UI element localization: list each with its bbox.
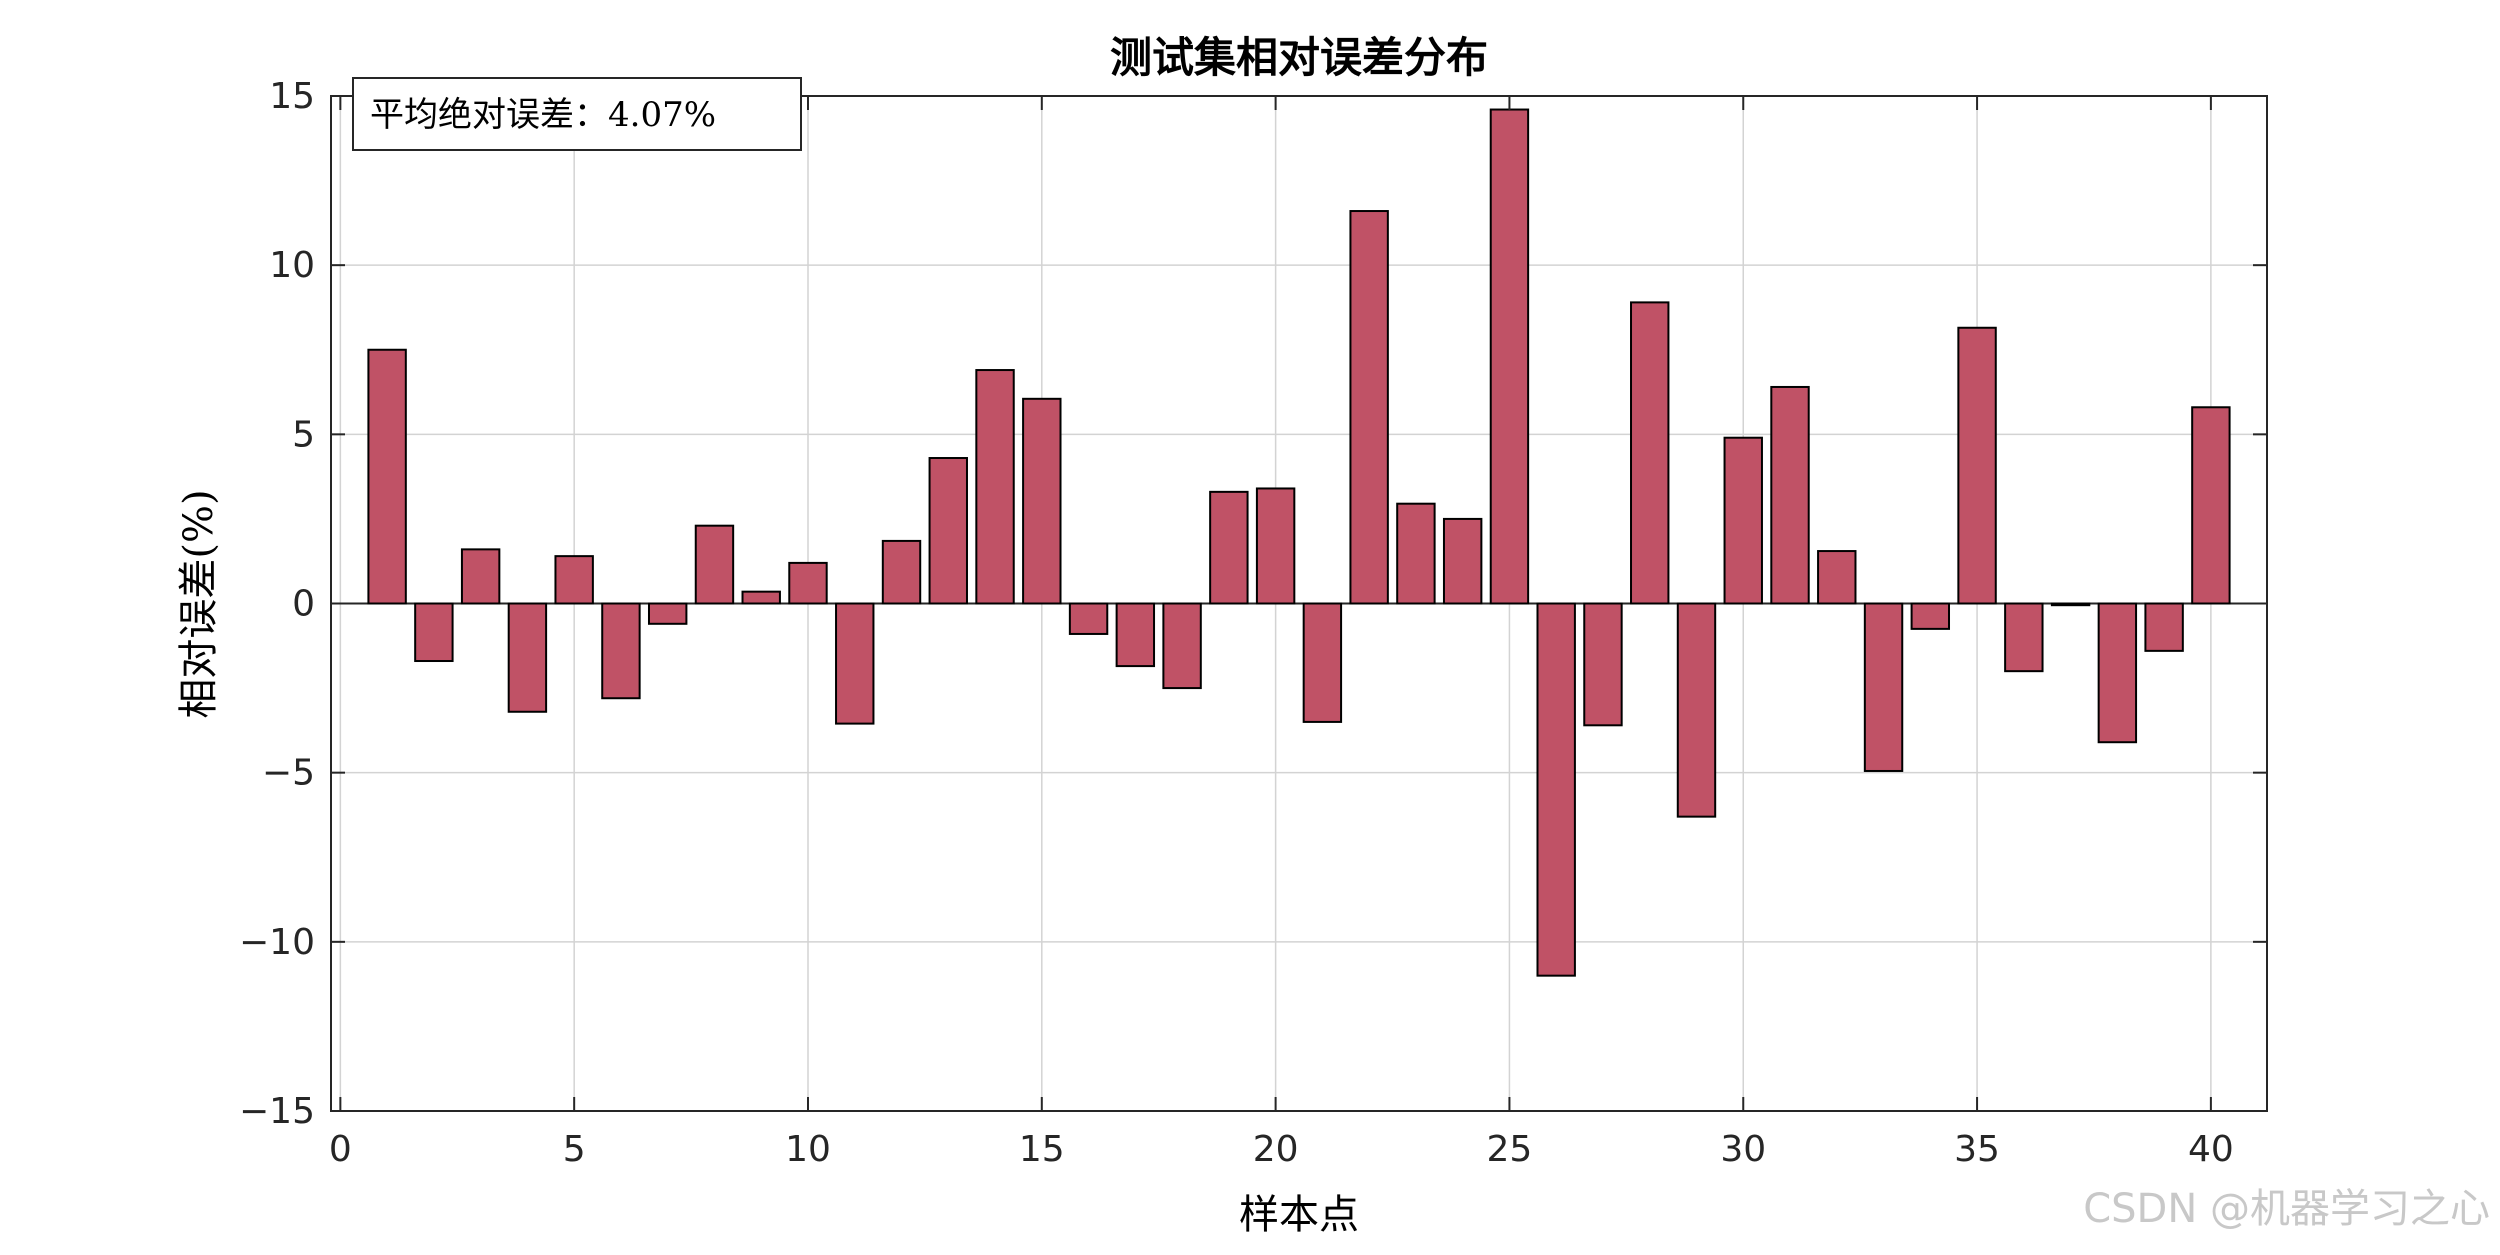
bar-sample-13 bbox=[928, 457, 968, 605]
y-tick-label: 10 bbox=[269, 245, 315, 286]
y-tick-label: 0 bbox=[292, 584, 315, 625]
bar-sample-6 bbox=[601, 602, 641, 700]
bar-sample-1 bbox=[367, 348, 407, 605]
x-tick-label: 20 bbox=[1253, 1129, 1299, 1170]
bar-sample-23 bbox=[1396, 502, 1436, 605]
bars bbox=[367, 108, 2231, 977]
bar-sample-5 bbox=[554, 555, 594, 605]
bar-sample-31 bbox=[1770, 385, 1810, 605]
x-tick-label: 40 bbox=[2188, 1129, 2234, 1170]
x-tick-label: 15 bbox=[1019, 1129, 1065, 1170]
bar-sample-8 bbox=[694, 524, 735, 605]
bar-sample-38 bbox=[2097, 602, 2138, 744]
bar-sample-37 bbox=[2050, 602, 2091, 607]
bar-sample-7 bbox=[647, 602, 688, 625]
x-axis-label: 样本点 bbox=[1239, 1192, 1359, 1238]
y-tick-label: −10 bbox=[239, 922, 315, 963]
bar-sample-39 bbox=[2144, 602, 2184, 652]
x-tick-label: 0 bbox=[329, 1129, 352, 1170]
y-tick-label: −5 bbox=[262, 753, 315, 794]
bar-sample-27 bbox=[1583, 602, 1623, 727]
chart-title: 测试集相对误差分布 bbox=[1110, 33, 1488, 82]
bar-sample-11 bbox=[835, 602, 875, 725]
bar-sample-35 bbox=[1957, 326, 1997, 605]
watermark: CSDN @机器学习之心 bbox=[2083, 1186, 2490, 1232]
bar-sample-4 bbox=[507, 602, 548, 713]
bar-sample-3 bbox=[460, 548, 501, 605]
bar-sample-40 bbox=[2191, 406, 2231, 605]
bar-sample-29 bbox=[1676, 602, 1717, 818]
annotation-box: 平均绝对误差：4.07% bbox=[352, 77, 802, 151]
bar-sample-33 bbox=[1863, 602, 1904, 772]
bar-sample-20 bbox=[1255, 487, 1296, 605]
tick-labels: 0 5 10 15 20 25 30 35 40 −15 −10 −5 0 5 10 15 bbox=[239, 76, 2234, 1170]
x-tick-label: 5 bbox=[563, 1129, 586, 1170]
x-tick-label: 25 bbox=[1487, 1129, 1533, 1170]
bar-sample-28 bbox=[1630, 301, 1670, 605]
x-tick-label: 10 bbox=[785, 1129, 831, 1170]
ticks bbox=[331, 95, 2267, 1112]
mean-abs-error-annotation: 平均绝对误差：4.07% bbox=[370, 95, 716, 135]
bar-sample-17 bbox=[1115, 602, 1156, 668]
bar-sample-14 bbox=[975, 369, 1015, 605]
bar-sample-36 bbox=[2004, 602, 2044, 673]
y-tick-label: 15 bbox=[269, 76, 315, 117]
bar-sample-10 bbox=[788, 561, 828, 605]
bar-sample-30 bbox=[1723, 436, 1763, 605]
bar-sample-2 bbox=[414, 602, 454, 663]
bar-sample-12 bbox=[881, 539, 922, 605]
bar-sample-22 bbox=[1349, 210, 1389, 605]
x-tick-label: 35 bbox=[1954, 1129, 2000, 1170]
bar-sample-26 bbox=[1536, 602, 1576, 977]
bar-sample-32 bbox=[1817, 550, 1857, 605]
bar-sample-19 bbox=[1209, 490, 1249, 605]
x-tick-label: 30 bbox=[1720, 1129, 1766, 1170]
bar-sample-21 bbox=[1302, 602, 1343, 723]
bar-sample-16 bbox=[1068, 602, 1109, 635]
y-tick-label: 5 bbox=[292, 414, 315, 455]
y-axis-label: 相对误差(%) bbox=[176, 489, 222, 718]
bar-sample-18 bbox=[1162, 602, 1202, 690]
bar-sample-25 bbox=[1489, 108, 1530, 605]
bar-sample-9 bbox=[741, 590, 781, 605]
bar-sample-34 bbox=[1910, 602, 1951, 630]
bar-sample-24 bbox=[1442, 517, 1483, 605]
bar-sample-15 bbox=[1022, 397, 1062, 605]
y-tick-label: −15 bbox=[239, 1091, 315, 1132]
